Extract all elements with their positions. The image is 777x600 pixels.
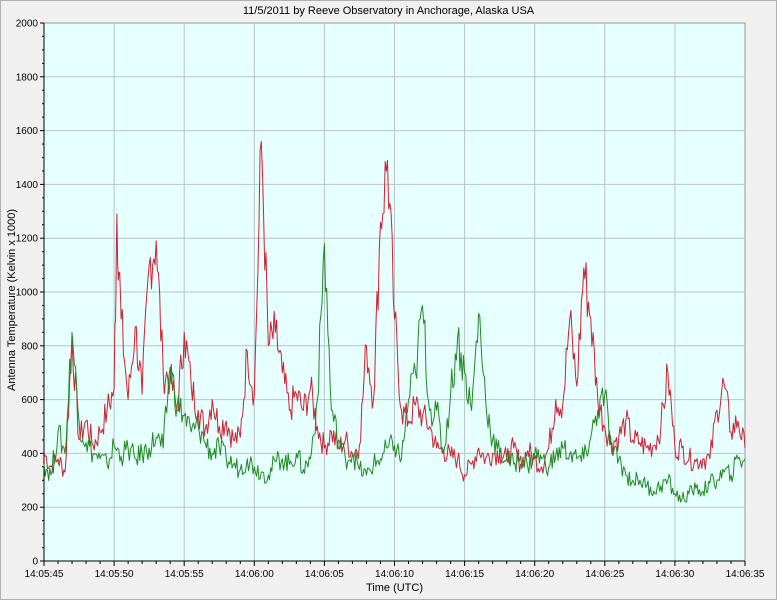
x-axis-label: Time (UTC) [365,582,424,594]
x-tick-label: 14:06:15 [445,569,484,580]
y-tick-label: 2000 [16,19,39,30]
series-line-2 [43,243,746,503]
axes: 0 200 400 600 800 1000 1200 1400 1600 1800 2000 14:… [16,19,765,581]
y-tick-label: 1800 [16,72,39,83]
x-tick-label: 14:05:55 [165,569,204,580]
x-tick-label: 14:06:10 [375,569,414,580]
y-tick-label: 1200 [16,234,39,245]
grid-lines [44,23,745,561]
y-tick-label: 1000 [16,288,39,299]
series-group [43,140,746,503]
x-tick-label: 14:05:50 [95,569,134,580]
y-tick-label: 1600 [16,126,39,137]
chart-title: 11/5/2011 by Reeve Observatory in Anchor… [242,5,535,17]
y-tick-label: 0 [32,557,38,568]
x-tick-label: 14:06:05 [305,569,344,580]
y-tick-label: 200 [21,503,38,514]
series-line-1 [43,140,746,482]
x-tick-label: 14:06:30 [655,569,694,580]
y-tick-label: 400 [21,449,38,460]
x-tick-label: 14:05:45 [25,569,64,580]
y-tick-label: 600 [21,395,38,406]
x-tick-label: 14:06:35 [726,569,765,580]
y-tick-label: 800 [21,341,38,352]
x-tick-label: 14:06:25 [585,569,624,580]
x-tick-label: 14:06:00 [235,569,274,580]
x-tick-label: 14:06:20 [515,569,554,580]
y-tick-label: 1400 [16,180,39,191]
